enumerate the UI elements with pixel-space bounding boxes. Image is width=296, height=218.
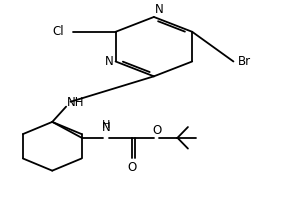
Text: H: H bbox=[102, 120, 110, 130]
Text: NH: NH bbox=[67, 96, 84, 109]
Text: N: N bbox=[105, 55, 114, 68]
Text: O: O bbox=[152, 124, 161, 137]
Text: N: N bbox=[102, 121, 110, 134]
Text: Cl: Cl bbox=[52, 25, 64, 38]
Text: N: N bbox=[155, 3, 164, 16]
Text: O: O bbox=[127, 161, 136, 174]
Text: Br: Br bbox=[238, 55, 251, 68]
